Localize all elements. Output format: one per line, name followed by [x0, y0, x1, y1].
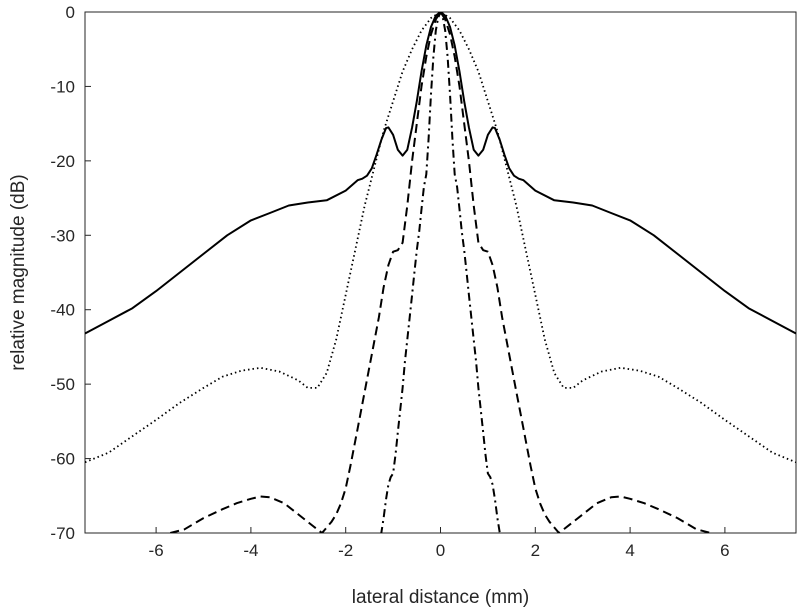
- x-tick-label: -4: [243, 541, 258, 560]
- y-axis-label: relative magnitude (dB): [8, 174, 29, 370]
- series-layer: [85, 12, 796, 533]
- x-tick-label: 4: [625, 541, 634, 560]
- y-tick-label: -50: [50, 375, 75, 394]
- x-tick-label: -6: [149, 541, 164, 560]
- series-line-1-solid: [85, 12, 796, 335]
- y-tick-label: -10: [50, 77, 75, 96]
- y-tick-label: -20: [50, 152, 75, 171]
- x-axis-label: lateral distance (mm): [352, 587, 529, 608]
- tick-layer: -6 -4 -2 0 2 4 60-10-20-30-40-50-60-70: [50, 3, 729, 560]
- plot-area: [84, 11, 797, 534]
- y-tick-label: -40: [50, 301, 75, 320]
- x-tick-label: 6: [720, 541, 729, 560]
- series-line-2-dotted: [85, 12, 796, 464]
- x-tick-label: -2: [338, 541, 353, 560]
- x-tick-label: 0: [436, 541, 445, 560]
- y-tick-label: 0: [66, 3, 75, 22]
- y-tick-label: -60: [50, 450, 75, 469]
- x-tick-label: 2: [531, 541, 540, 560]
- y-tick-label: -70: [50, 524, 75, 543]
- y-tick-label: -30: [50, 226, 75, 245]
